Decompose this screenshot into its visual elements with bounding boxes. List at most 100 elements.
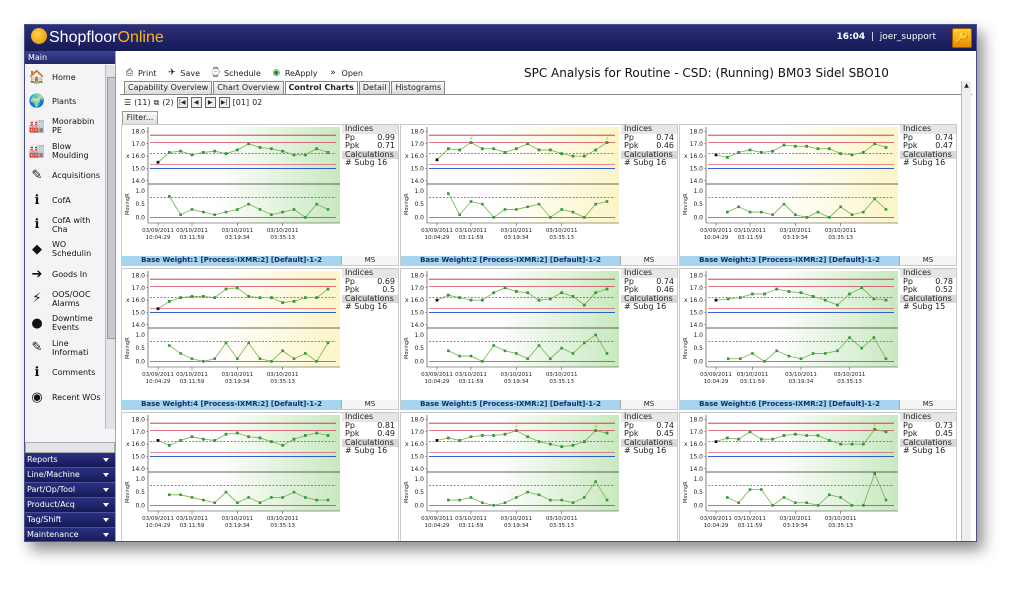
control-chart-card[interactable]: 18.0 17.0 16.0 15.0 14.0 1.0 0.5 0.0 x MovingR 03/… [121,412,399,541]
schedule-button[interactable]: ⌚ Schedule [210,68,261,78]
y-tick-label: 1.0 [135,188,145,195]
data-point [861,442,865,446]
prev-page-button[interactable]: ◀ [190,97,202,108]
y-tick-label: 14.0 [411,322,425,329]
sidebar-section[interactable]: Maintenance [25,528,115,541]
chart-footer-label[interactable]: Base Weight:2 [Process-IXMR:2] [Default]… [401,256,620,265]
sidebar-section[interactable]: Product/Acq [25,498,115,513]
x-tick-date: 03/10/2011 [455,372,487,378]
sidebar-item[interactable]: ◉ Recent WOs [25,385,105,410]
control-chart-card[interactable]: 18.0 17.0 16.0 15.0 14.0 1.0 0.5 0.0 x MovingR 03/… [679,124,957,266]
sidebar-scrollbar[interactable] [105,65,116,429]
sidebar-item[interactable]: ℹ Comments [25,360,105,385]
sidebar-item[interactable]: ✎ Acquisitions [25,163,105,188]
data-point [458,439,462,442]
pp-row: Pp 0.74 [624,420,674,430]
sidebar-item[interactable]: ⚡ OOS/OOC Alarms [25,286,105,311]
y-tick-label: 17.0 [411,429,425,436]
moving-range-point [270,360,273,363]
open-button[interactable]: » Open [328,68,363,78]
clock-time: 16:04 [836,32,866,42]
tab[interactable]: Chart Overview [213,81,284,94]
next-page-button[interactable]: ▶ [204,97,216,108]
moving-range-point [862,210,865,214]
data-point [247,142,251,146]
sidebar-item-icon: 🌍 [28,94,46,110]
y-tick-label: 18.0 [132,416,146,423]
list-icon[interactable]: ☰ [124,98,132,107]
control-chart-card[interactable]: 18.0 17.0 16.0 15.0 14.0 1.0 0.5 0.0 x MovingR 03/… [400,268,678,410]
reapply-button[interactable]: ◉ ReApply [272,68,318,78]
print-button[interactable]: ⎙ Print [125,68,157,78]
copy-icon[interactable]: ⧉ [153,97,160,107]
data-point [839,442,843,446]
data-point [748,430,752,434]
page-index: [01] [232,98,250,107]
filter-button[interactable]: Filter... [122,111,158,125]
data-point [771,149,775,153]
moving-range-point [304,496,307,499]
sidebar-item[interactable]: ℹ CofA [25,188,105,213]
sidebar-section[interactable]: Part/Op/Tool [25,483,115,498]
x-tick-date: 03/10/2011 [176,516,208,522]
moving-range-point [458,354,461,358]
control-chart-card[interactable]: 18.0 17.0 16.0 15.0 14.0 1.0 0.5 0.0 x MovingR ⚡ ⚡ 0… [400,412,678,541]
data-point [823,298,827,302]
schedule-icon: ⌚ [210,68,222,78]
chart-footer-label[interactable]: Base Weight:1 [Process-IXMR:2] [Default]… [122,256,341,265]
data-point [836,303,839,307]
data-point [258,146,262,149]
sidebar-item[interactable]: 🏭 Blow Moulding [25,139,105,164]
chart-footer-label[interactable]: Base Weight:4 [Process-IXMR:2] [Default]… [122,400,341,409]
page-title: SPC Analysis for Routine - CSD: (Running… [524,66,889,80]
sidebar-item[interactable]: 🏭 Moorabbin PE [25,114,105,139]
moving-range-point [799,357,803,361]
sidebar-item[interactable]: ✎ Line Informati [25,336,105,361]
y-tick-label: 0.5 [693,345,703,352]
control-chart-card[interactable]: 18.0 17.0 16.0 15.0 14.0 1.0 0.5 0.0 x MovingR 03/… [121,268,399,410]
sidebar-item[interactable]: ➔ Goods In [25,262,105,287]
sidebar-item[interactable]: ℹ CofA with Cha [25,213,105,238]
tab[interactable]: Capability Overview [124,81,213,94]
chart-footer-label[interactable]: Base Weight:6 [Process-IXMR:2] [Default]… [680,400,899,409]
save-button[interactable]: ✈ Save [168,68,201,78]
moving-range-point [202,210,205,214]
chart-footer-label[interactable]: Base Weight:5 [Process-IXMR:2] [Default]… [401,400,620,409]
data-point [748,148,752,152]
tab[interactable]: Control Charts [284,81,358,94]
sidebar-section[interactable]: Tag/Shift [25,513,115,528]
sidebar-item[interactable]: 🏠 Home [25,65,105,90]
moving-range-point [469,200,473,203]
y-tick-label: 18.0 [411,272,425,279]
main-panel: ⎙ Print ✈ Save ⌚ Schedule ◉ ReApply » Open SP… [116,51,976,541]
last-page-button[interactable]: ▶| [218,97,230,108]
x-tick-time: 03:11:59 [459,379,484,385]
chart-footer-label[interactable]: Base Weight:3 [Process-IXMR:2] [Default]… [680,256,899,265]
control-chart-card[interactable]: 18.0 17.0 16.0 15.0 14.0 1.0 0.5 0.0 x MovingR 03/… [679,268,957,410]
data-point [526,435,530,439]
control-chart-card[interactable]: 18.0 17.0 16.0 15.0 14.0 1.0 0.5 0.0 x MovingR ⚡ 03… [679,412,957,541]
key-icon[interactable]: 🔑 [952,28,972,48]
tab[interactable]: Histograms [391,81,446,94]
control-chart-card[interactable]: 18.0 17.0 16.0 15.0 14.0 1.0 0.5 0.0 x MovingR 03/… [121,124,399,266]
sidebar-section[interactable]: Reports [25,453,115,468]
x-tick-date: 03/10/2011 [834,372,866,378]
x-tick-date: 03/10/2011 [500,516,532,522]
sidebar-item[interactable]: ◆ WO Schedulin [25,237,105,262]
control-chart-card[interactable]: 18.0 17.0 16.0 15.0 14.0 1.0 0.5 0.0 x MovingR ⚡ ⚡ 0… [400,124,678,266]
main-scrollbar[interactable]: ▲ [961,81,971,541]
sidebar-item[interactable]: ● Downtime Events [25,311,105,336]
sidebar-hscrollbar[interactable] [25,442,115,453]
first-page-button[interactable]: |◀ [176,97,188,108]
data-point [446,293,450,297]
sidebar-section[interactable]: Line/Machine [25,468,115,483]
moving-range-point [247,341,250,345]
data-point [782,143,786,147]
moving-range-point [179,213,182,217]
x-tick-time: 10:04:29 [146,379,171,385]
sidebar-item[interactable]: 🌍 Plants [25,90,105,115]
tab[interactable]: Detail [358,81,391,94]
x-tick-time: 10:04:29 [704,523,729,529]
moving-range-point [771,213,774,217]
sidebar-sections: Reports Line/Machine Part/Op/Tool Product/A… [25,453,115,541]
